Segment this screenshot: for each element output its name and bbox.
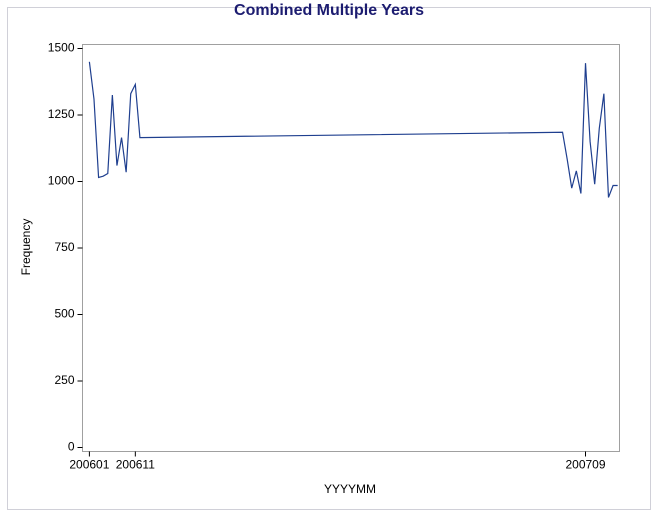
y-tick-label: 500 <box>54 307 74 321</box>
y-axis-label: Frequency <box>19 219 33 276</box>
y-tick-label: 750 <box>54 240 74 254</box>
y-tick-label: 1500 <box>48 41 75 55</box>
chart-title: Combined Multiple Years <box>234 2 424 19</box>
line <box>88 61 618 198</box>
x-tick-label: 200611 <box>116 458 155 472</box>
x-tick-label: 200709 <box>565 458 605 472</box>
y-tick-label: 0 <box>68 440 75 454</box>
x-axis-label: YYYYMM <box>324 482 376 496</box>
y-tick-label: 1000 <box>48 174 75 188</box>
y-tick-label: 250 <box>54 373 74 387</box>
x-tick-label: 200601 <box>69 458 109 472</box>
outer-border <box>7 7 651 510</box>
plot-frame <box>82 44 620 452</box>
y-tick-label: 1250 <box>48 107 75 121</box>
